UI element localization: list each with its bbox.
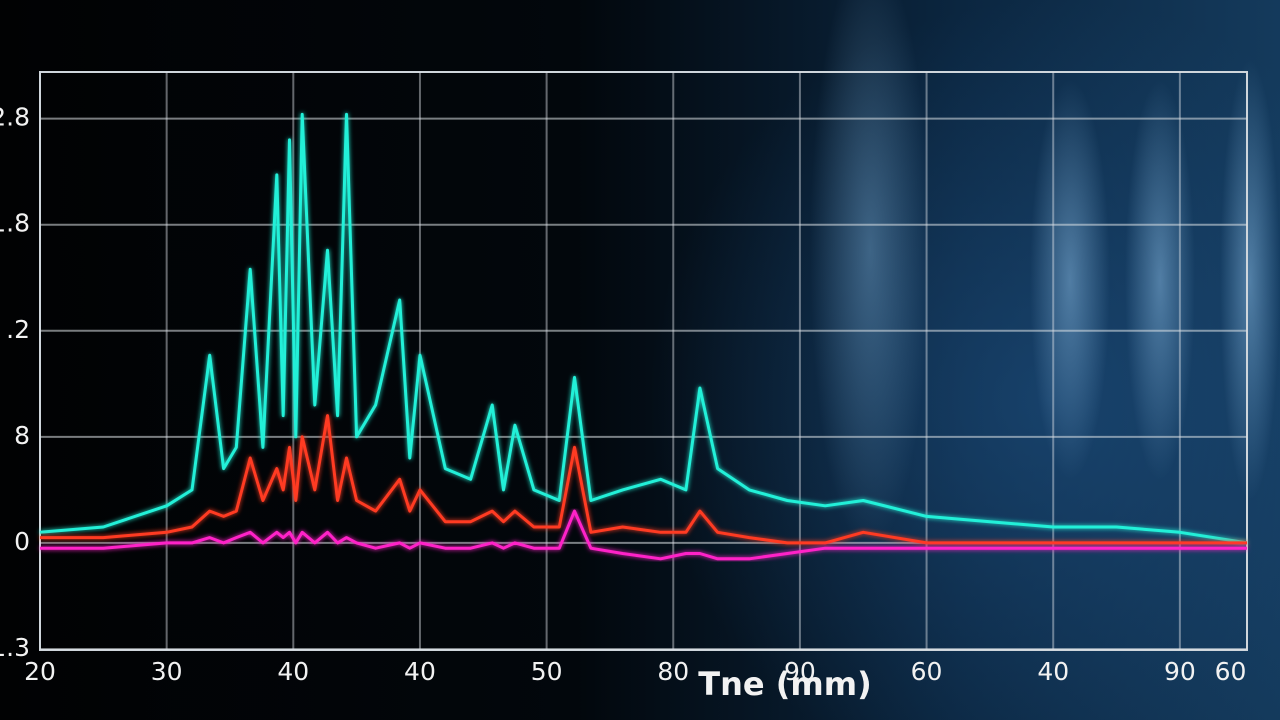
- x-tick-label: 80: [657, 657, 689, 686]
- x-tick-label: 60: [911, 657, 943, 686]
- x-tick-label: 20: [24, 657, 56, 686]
- x-tick-label: 50: [531, 657, 563, 686]
- series-line: [40, 414, 1247, 545]
- series-line: [39, 112, 1248, 545]
- plot-frame: [39, 71, 1248, 651]
- y-tick-label: 2.8: [0, 103, 30, 132]
- x-tick-label: 90: [784, 657, 816, 686]
- y-tick-label: 0: [14, 527, 30, 556]
- x-tick-label: 40: [1037, 657, 1069, 686]
- x-tick-label: 40: [404, 657, 436, 686]
- y-tick-label: 1.3: [0, 633, 30, 662]
- y-tick-label: .2: [6, 315, 30, 344]
- x-tick-label: 60: [1215, 657, 1247, 686]
- series-line: [40, 509, 1247, 561]
- x-tick-label: 30: [151, 657, 183, 686]
- x-tick-label: 90: [1164, 657, 1196, 686]
- y-tick-label: 1.8: [0, 209, 30, 238]
- x-tick-label: 40: [277, 657, 309, 686]
- y-tick-label: 8: [14, 421, 30, 450]
- x-axis-label: Tne (mm): [698, 665, 871, 703]
